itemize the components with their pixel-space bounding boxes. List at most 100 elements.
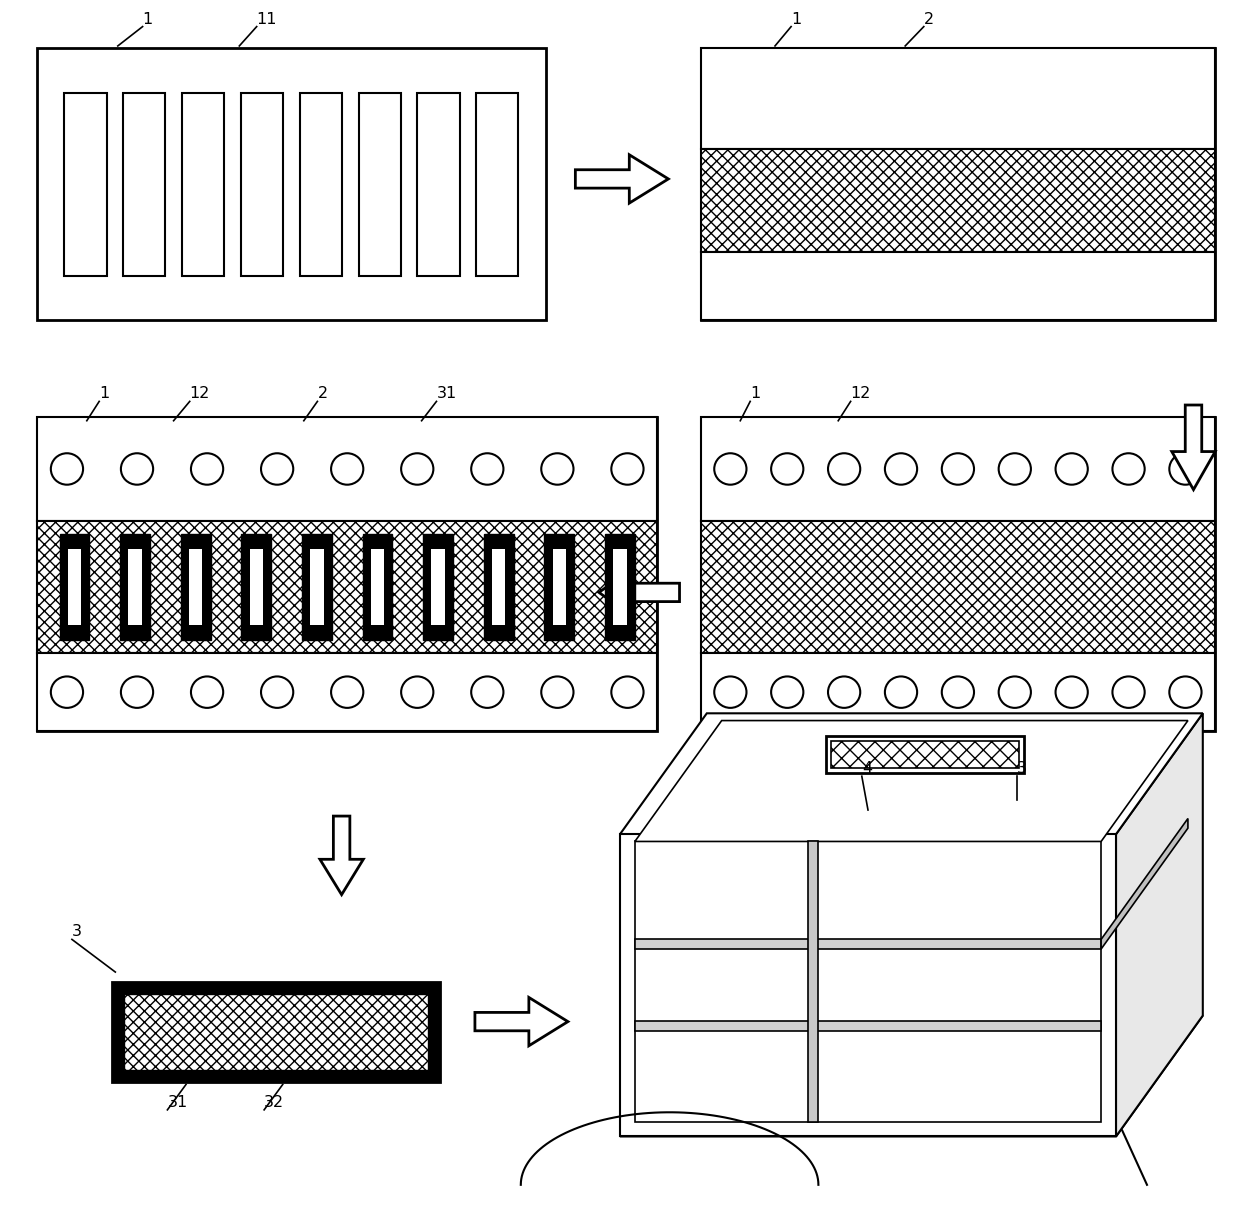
- Text: 1: 1: [750, 387, 760, 401]
- Circle shape: [998, 453, 1030, 485]
- Text: 11: 11: [257, 12, 278, 27]
- Bar: [701, 48, 1215, 149]
- Text: 12: 12: [851, 387, 870, 401]
- Circle shape: [1112, 677, 1145, 708]
- Circle shape: [51, 677, 83, 708]
- Polygon shape: [599, 568, 680, 617]
- Bar: [37, 417, 657, 521]
- Polygon shape: [635, 1020, 1101, 1030]
- Circle shape: [191, 677, 223, 708]
- Bar: [37, 417, 657, 731]
- Circle shape: [122, 453, 154, 485]
- Polygon shape: [1116, 713, 1203, 1136]
- Bar: [492, 549, 506, 625]
- Text: 31: 31: [167, 1095, 187, 1110]
- Polygon shape: [635, 841, 1101, 1122]
- Text: 31: 31: [436, 387, 456, 401]
- Text: 1: 1: [791, 12, 801, 27]
- Polygon shape: [475, 997, 568, 1046]
- Bar: [249, 549, 263, 625]
- Bar: [310, 549, 324, 625]
- Bar: [37, 521, 657, 653]
- Circle shape: [1169, 677, 1202, 708]
- Polygon shape: [620, 713, 1203, 834]
- Text: 2: 2: [317, 387, 327, 401]
- Circle shape: [998, 677, 1030, 708]
- Bar: [614, 549, 626, 625]
- Circle shape: [402, 453, 434, 485]
- Circle shape: [941, 677, 975, 708]
- Bar: [701, 149, 1215, 253]
- Circle shape: [885, 453, 918, 485]
- Circle shape: [191, 453, 223, 485]
- Circle shape: [771, 677, 804, 708]
- Circle shape: [771, 453, 804, 485]
- Bar: [68, 549, 81, 625]
- Polygon shape: [635, 939, 1101, 949]
- Circle shape: [471, 677, 503, 708]
- Bar: [476, 93, 518, 276]
- Bar: [120, 534, 150, 640]
- Bar: [37, 48, 546, 320]
- Bar: [124, 994, 428, 1070]
- Circle shape: [541, 677, 573, 708]
- Circle shape: [122, 677, 154, 708]
- Bar: [181, 534, 211, 640]
- Bar: [112, 982, 440, 1082]
- Circle shape: [611, 453, 644, 485]
- Bar: [37, 653, 657, 731]
- Circle shape: [260, 453, 293, 485]
- Bar: [241, 93, 283, 276]
- Bar: [362, 534, 392, 640]
- Bar: [64, 93, 107, 276]
- Bar: [418, 93, 460, 276]
- Bar: [701, 417, 1215, 521]
- Bar: [300, 93, 342, 276]
- Bar: [182, 93, 224, 276]
- Circle shape: [714, 453, 746, 485]
- Bar: [303, 534, 332, 640]
- Text: 32: 32: [264, 1095, 284, 1110]
- Bar: [701, 521, 1215, 653]
- Circle shape: [402, 677, 434, 708]
- Circle shape: [714, 677, 746, 708]
- Circle shape: [331, 677, 363, 708]
- Bar: [371, 549, 384, 625]
- Text: 3: 3: [1017, 762, 1027, 776]
- Bar: [701, 653, 1215, 731]
- Bar: [60, 534, 89, 640]
- Bar: [128, 549, 141, 625]
- Circle shape: [1169, 453, 1202, 485]
- Bar: [423, 534, 453, 640]
- Text: 1: 1: [143, 12, 153, 27]
- Circle shape: [541, 453, 573, 485]
- Polygon shape: [575, 155, 668, 203]
- Circle shape: [941, 453, 975, 485]
- Bar: [701, 417, 1215, 731]
- Bar: [544, 534, 574, 640]
- Bar: [484, 534, 513, 640]
- Polygon shape: [620, 1016, 1203, 1136]
- Text: 3: 3: [72, 925, 82, 939]
- Bar: [605, 534, 635, 640]
- Circle shape: [1055, 677, 1087, 708]
- Bar: [701, 48, 1215, 320]
- Circle shape: [1112, 453, 1145, 485]
- Bar: [701, 253, 1215, 320]
- Bar: [432, 549, 445, 625]
- Text: 2: 2: [924, 12, 934, 27]
- Circle shape: [885, 677, 918, 708]
- Bar: [358, 93, 401, 276]
- Text: 1: 1: [99, 387, 109, 401]
- Bar: [831, 741, 1019, 768]
- Polygon shape: [1172, 405, 1215, 490]
- Circle shape: [260, 677, 293, 708]
- Polygon shape: [635, 721, 1188, 841]
- Bar: [826, 736, 1024, 773]
- Text: 4: 4: [862, 762, 872, 776]
- Bar: [242, 534, 272, 640]
- Polygon shape: [620, 834, 1116, 1136]
- Circle shape: [828, 453, 861, 485]
- Polygon shape: [1101, 818, 1188, 949]
- Text: 12: 12: [190, 387, 210, 401]
